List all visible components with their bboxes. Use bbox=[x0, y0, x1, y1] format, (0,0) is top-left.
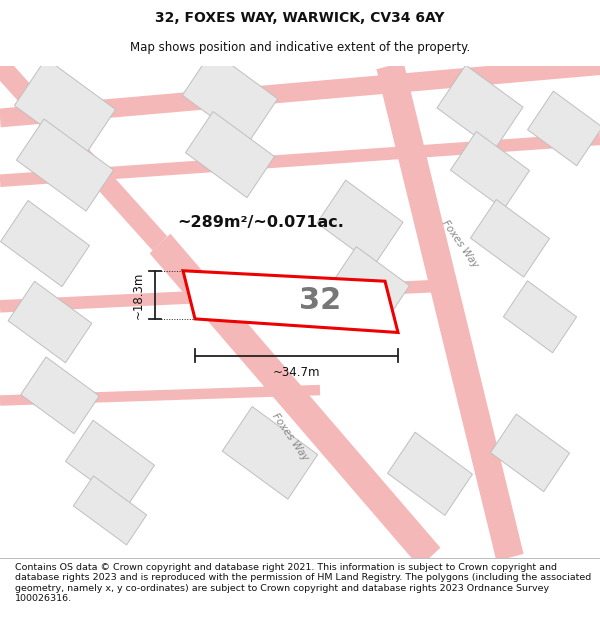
Text: Contains OS data © Crown copyright and database right 2021. This information is : Contains OS data © Crown copyright and d… bbox=[15, 563, 591, 603]
Text: 32: 32 bbox=[299, 286, 341, 316]
Polygon shape bbox=[21, 357, 99, 434]
Polygon shape bbox=[0, 132, 600, 187]
Polygon shape bbox=[376, 62, 524, 561]
Polygon shape bbox=[0, 59, 167, 251]
Polygon shape bbox=[223, 406, 317, 499]
Polygon shape bbox=[185, 111, 274, 198]
Text: Foxes Way: Foxes Way bbox=[440, 218, 480, 269]
Polygon shape bbox=[470, 199, 550, 277]
Polygon shape bbox=[437, 65, 523, 150]
Polygon shape bbox=[0, 385, 320, 406]
Polygon shape bbox=[0, 56, 600, 128]
Polygon shape bbox=[183, 271, 398, 332]
Polygon shape bbox=[73, 476, 146, 545]
Polygon shape bbox=[182, 51, 278, 143]
Polygon shape bbox=[503, 281, 577, 352]
Polygon shape bbox=[1, 201, 89, 287]
Polygon shape bbox=[0, 279, 450, 312]
Polygon shape bbox=[527, 91, 600, 166]
Polygon shape bbox=[331, 247, 410, 324]
Polygon shape bbox=[388, 432, 472, 516]
Text: 32, FOXES WAY, WARWICK, CV34 6AY: 32, FOXES WAY, WARWICK, CV34 6AY bbox=[155, 11, 445, 26]
Polygon shape bbox=[8, 281, 92, 362]
Polygon shape bbox=[16, 119, 113, 211]
Polygon shape bbox=[149, 234, 440, 568]
Text: Foxes Way: Foxes Way bbox=[270, 411, 310, 462]
Polygon shape bbox=[490, 414, 569, 492]
Text: ~18.3m: ~18.3m bbox=[132, 271, 145, 319]
Polygon shape bbox=[14, 58, 116, 157]
Text: ~289m²/~0.071ac.: ~289m²/~0.071ac. bbox=[177, 215, 344, 230]
Text: Map shows position and indicative extent of the property.: Map shows position and indicative extent… bbox=[130, 41, 470, 54]
Polygon shape bbox=[451, 131, 530, 209]
Polygon shape bbox=[65, 420, 154, 506]
Polygon shape bbox=[317, 180, 403, 265]
Text: ~34.7m: ~34.7m bbox=[273, 366, 320, 379]
